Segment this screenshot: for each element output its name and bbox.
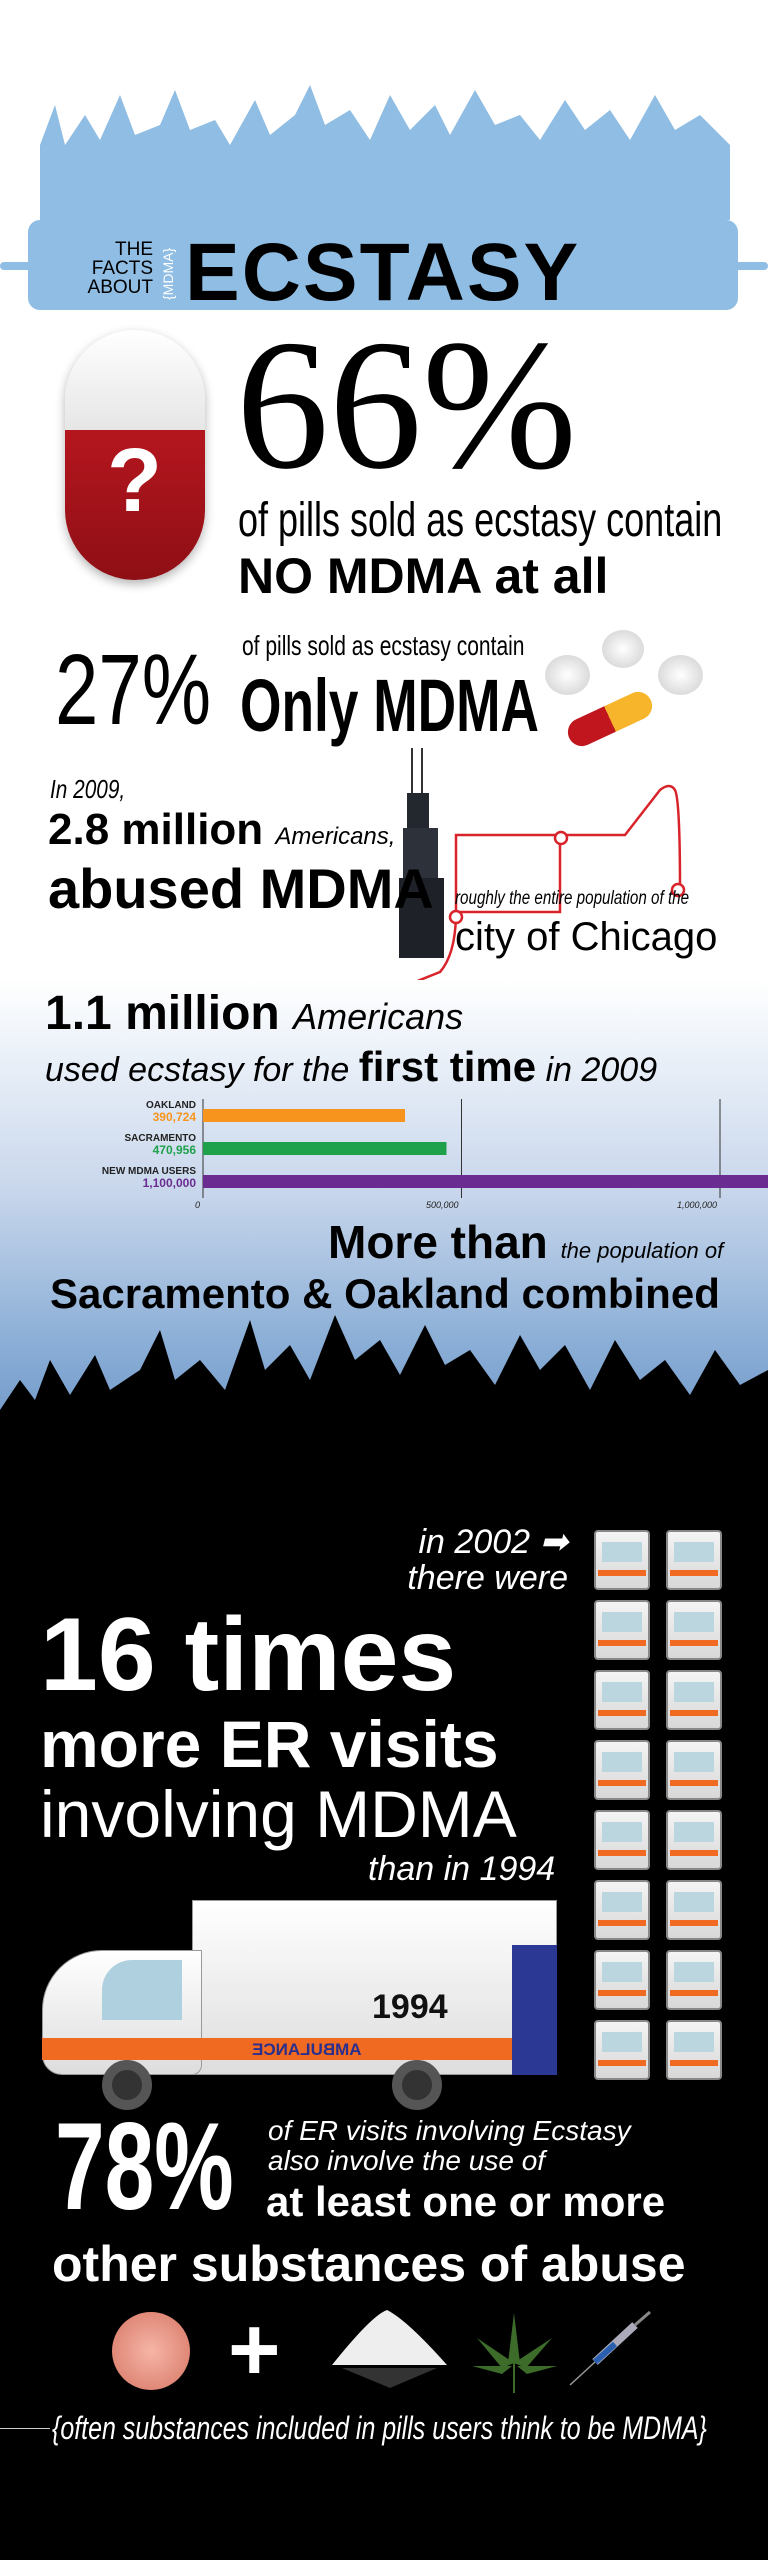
route-map-line — [416, 784, 686, 980]
tick-label: 500,000 — [426, 1200, 459, 1210]
er-more: more ER visits — [40, 1707, 499, 1781]
category-label: SACRAMENTO — [125, 1133, 197, 1144]
more-than-small: the population of — [560, 1238, 724, 1263]
ambulance-front-icon — [666, 1950, 722, 2010]
ambulance-front-icon — [666, 1600, 722, 1660]
er-in2002: in 2002 — [418, 1523, 531, 1561]
header-the: THE — [115, 239, 153, 260]
stat-78-value: 78% — [55, 2098, 234, 2236]
ambulance-front-icon — [594, 1740, 650, 1800]
more-than-big: More than — [328, 1216, 548, 1268]
first-time-first: first time — [358, 1043, 537, 1090]
ambulance-front-icon — [666, 1740, 722, 1800]
tick-label: 1,000,000 — [677, 1200, 717, 1210]
first-time-number: 1.1 million — [45, 987, 280, 1040]
ambulance-front-icon — [594, 1670, 650, 1730]
bar — [203, 1109, 406, 1122]
value-label: 1,100,000 — [143, 1176, 197, 1190]
plus-icon: + — [228, 2300, 281, 2400]
crowd-silhouette-blue — [40, 85, 730, 220]
ambulance-front-icon — [594, 1530, 650, 1590]
category-label: OAKLAND — [146, 1100, 196, 1111]
ambulance-year: 1994 — [372, 1988, 448, 2026]
ambulance-front-icon — [666, 1810, 722, 1870]
stat-27-line1: of pills sold as ecstasy contain — [242, 630, 525, 661]
stat-27-line2: Only MDMA — [240, 664, 539, 747]
footnote: {often substances included in pills user… — [52, 2410, 707, 2446]
stat-66-line1: of pills sold as ecstasy contain — [238, 494, 723, 547]
ambulance-front-icon — [594, 1810, 650, 1870]
more-than-line2: Sacramento & Oakland combined — [50, 1270, 720, 1317]
stat-78-line4: other substances of abuse — [52, 2236, 686, 2292]
header-subtitle: THE FACTS ABOUT — [58, 240, 153, 297]
arrow-right-icon: ➡ — [539, 1523, 569, 1561]
ambulance-front-icon — [594, 1950, 650, 2010]
chicago-number: 2.8 million — [48, 805, 264, 854]
chicago-roughly: roughly the entire population of the — [455, 888, 690, 909]
first-time-americans: Americans — [293, 996, 464, 1037]
ambulance-label: AMBULANCE — [252, 2040, 362, 2059]
tick-label: 0 — [195, 1200, 200, 1210]
stat-78-line2: also involve the use of — [268, 2145, 546, 2176]
ambulance-front-icon — [666, 1880, 722, 1940]
bar — [203, 1142, 447, 1155]
powder-icon — [332, 2310, 447, 2388]
header-banner — [28, 220, 738, 310]
er-there-were: there were — [407, 1559, 568, 1597]
header-about: ABOUT — [87, 277, 153, 298]
er-involving: involving MDMA — [40, 1777, 517, 1851]
value-label: 470,956 — [153, 1143, 197, 1157]
er-than: than in 1994 — [368, 1850, 556, 1888]
bar — [203, 1175, 768, 1188]
capsule-icon: ? — [65, 330, 205, 580]
syringe-icon — [569, 2310, 651, 2386]
ambulance-front-icon — [666, 1670, 722, 1730]
chicago-city: city of Chicago — [455, 915, 718, 959]
header-mdma-tag: {MDMA} — [160, 247, 176, 300]
crowd-silhouette-black — [0, 1315, 768, 1500]
first-time-used: used ecstasy for the — [45, 1051, 350, 1089]
ambulance-front-icon — [594, 1880, 650, 1940]
ambulance-front-icon — [594, 2020, 650, 2080]
category-label: NEW MDMA USERS — [102, 1166, 196, 1177]
header-title: ECSTASY — [185, 227, 581, 318]
header-facts: FACTS — [91, 258, 153, 279]
chicago-americans: Americans, — [275, 823, 396, 850]
cannabis-leaf-icon — [472, 2313, 557, 2393]
pills-icon — [540, 630, 710, 751]
value-label: 390,724 — [153, 1110, 197, 1124]
stat-66-line2: NO MDMA at all — [238, 548, 609, 604]
er-times: 16 times — [40, 1597, 457, 1713]
stat-66-value: 66% — [236, 302, 577, 508]
chicago-year: In 2009, — [50, 774, 126, 804]
stat-78-line3: at least one or more — [266, 2178, 666, 2225]
ambulance-front-icon — [594, 1600, 650, 1660]
question-mark: ? — [107, 431, 162, 531]
ecstasy-tablet-icon — [112, 2312, 190, 2390]
stat-78-line1: of ER visits involving Ecstasy — [268, 2115, 631, 2146]
chicago-abused: abused MDMA — [48, 857, 434, 920]
chicago-tower-icon — [399, 748, 444, 958]
ambulance-front-icon — [666, 1530, 722, 1590]
ambulance-icon: AMBULANCE 1994 — [42, 1890, 562, 2110]
first-time-year: in 2009 — [545, 1051, 658, 1089]
stat-27-value: 27% — [55, 634, 212, 746]
ambulance-front-icon — [666, 2020, 722, 2080]
